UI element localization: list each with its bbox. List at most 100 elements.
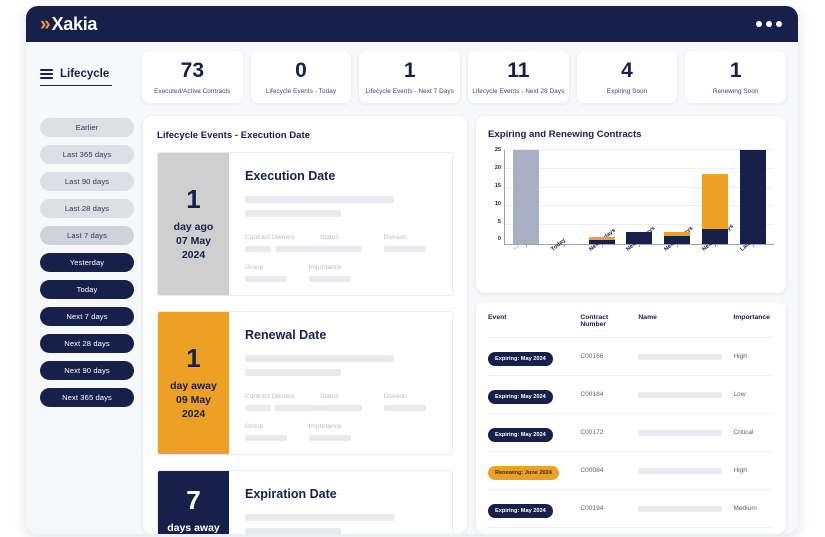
grid-line: [505, 224, 774, 226]
bar-group[interactable]: [664, 150, 691, 248]
redacted-value: [275, 405, 320, 412]
axis-tick: [715, 244, 717, 248]
grid-line: [505, 205, 774, 207]
panel-title: Lifecycle Events - Execution Date: [157, 130, 311, 142]
event-field-row: Contract Owners Status Division: [245, 393, 436, 412]
date-filter-list: Earlier Last 365 days Last 90 days Last …: [26, 112, 134, 534]
redacted-contract-sub: [245, 369, 341, 377]
axis-tick: [601, 244, 603, 248]
bar-group[interactable]: [551, 150, 577, 248]
redacted-value: [308, 276, 351, 283]
cell-name: [638, 337, 734, 377]
filter-pill[interactable]: Next 90 days: [40, 361, 134, 381]
table-row[interactable]: Expiring: May 2024 C00194 Medium: [488, 489, 774, 529]
field-division: Division: [383, 393, 448, 412]
event-card[interactable]: 7 days away 15 May Expiration Date: [157, 470, 453, 534]
redacted-name: [638, 353, 723, 360]
table-row[interactable]: Renewing: June 2024 C00084 High: [488, 451, 774, 491]
bar-segment: [664, 235, 691, 245]
redacted-value: [275, 246, 320, 253]
filter-pill[interactable]: Today: [40, 280, 134, 300]
more-dots-icon[interactable]: [756, 21, 782, 27]
cell-name: [638, 527, 734, 534]
event-field-row: Group Importance: [245, 264, 436, 283]
bar-group[interactable]: [739, 150, 766, 248]
sidebar-item-lifecycle[interactable]: Lifecycle: [26, 51, 134, 103]
event-day-unit: day away: [170, 379, 217, 392]
field-status: Status: [320, 393, 384, 412]
list-lines-icon: [40, 68, 53, 79]
bar-group[interactable]: [702, 150, 729, 248]
cell-importance: Critical: [733, 413, 774, 453]
brand-logo[interactable]: » Xakia: [40, 14, 97, 35]
status-badge: Expiring: May 2024: [488, 352, 553, 367]
stat-card[interactable]: 1 Renewing Soon: [685, 51, 787, 104]
bar-segment: [588, 236, 615, 241]
filter-pill[interactable]: Next 365 days: [40, 388, 134, 408]
stat-label: Lifecycle Events - Today: [265, 88, 337, 96]
field-label: Contract Owners: [245, 393, 295, 401]
cell-importance: Low: [733, 375, 774, 415]
event-field-row: Group Importance: [245, 423, 436, 442]
nav-active-underline: [40, 84, 112, 87]
redacted-contract-name: [245, 196, 394, 204]
redacted-value: [308, 435, 351, 442]
field-spacer: [372, 264, 436, 282]
filter-pill[interactable]: Earlier: [40, 118, 134, 138]
filter-pill[interactable]: Next 7 days: [40, 307, 134, 327]
cell-event: Expiring: May 2024: [488, 375, 581, 415]
bar-segment: [739, 150, 766, 245]
stat-value: 1: [403, 59, 416, 82]
field-contract-owners: Contract Owners: [245, 234, 320, 253]
table-row[interactable]: Renewing: Sep 2024C00128 Medium: [488, 527, 774, 534]
field-contract-owners: Contract Owners: [245, 393, 320, 412]
field-group: Group: [245, 423, 309, 442]
stat-card[interactable]: 11 Lifecycle Events - Next 28 Days: [468, 51, 569, 104]
event-card[interactable]: 1 day away 09 May 2024 Renewal Date Cont…: [157, 311, 453, 456]
cell-event: Renewing: Sep 2024: [488, 527, 581, 534]
axis-tick: [752, 244, 754, 248]
column-header-importance[interactable]: Importance: [733, 302, 774, 339]
bar-group[interactable]: [626, 150, 653, 248]
redacted-contract-name: [245, 355, 394, 363]
filter-pill[interactable]: Last 90 days: [40, 172, 134, 192]
table-row[interactable]: Expiring: May 2024 C00172 Critical: [488, 413, 774, 453]
column-header-event[interactable]: Event: [488, 302, 581, 339]
event-details: Execution Date Contract Owners Status: [229, 153, 452, 295]
filter-pill[interactable]: Next 28 days: [40, 334, 134, 354]
right-column: Expiring and Renewing Contracts 25 20 15…: [476, 116, 786, 534]
bar-group[interactable]: [588, 150, 615, 248]
bar-group[interactable]: [512, 150, 539, 248]
filter-pill[interactable]: Last 28 days: [40, 199, 134, 219]
cell-event: Expiring: May 2024: [488, 489, 581, 529]
stat-card[interactable]: 4 Expiring Soon: [576, 51, 678, 104]
field-label: Contract Owners: [245, 234, 295, 242]
column-header-number[interactable]: Contract Number: [580, 302, 639, 339]
redacted-value: [245, 405, 271, 412]
column-header-name[interactable]: Name: [638, 302, 734, 339]
axis-tick: [677, 244, 679, 248]
y-tick: 0: [497, 236, 501, 243]
stat-label: Expiring Soon: [606, 88, 648, 96]
y-tick: 5: [497, 218, 501, 225]
stat-label: Renewing Soon: [712, 88, 759, 96]
stat-card[interactable]: 0 Lifecycle Events - Today: [250, 51, 352, 104]
stat-card[interactable]: 1 Lifecycle Events - Next 7 Days: [359, 51, 461, 104]
redacted-value: [383, 246, 426, 253]
cell-name: [638, 489, 734, 529]
chevron-logo-icon: »: [40, 13, 50, 35]
event-title: Execution Date: [245, 169, 336, 184]
filter-pill[interactable]: Last 7 days: [40, 226, 134, 246]
filter-pill[interactable]: Last 365 days: [40, 145, 134, 165]
y-axis: 25 20 15 10 5 0: [488, 147, 504, 245]
events-scroll-area[interactable]: 1 day ago 07 May 2024 Execution Date Con…: [143, 152, 467, 534]
cell-importance: Medium: [733, 489, 774, 529]
field-label: Division: [383, 234, 407, 242]
stat-card[interactable]: 73 Executed/Active Contracts: [142, 51, 243, 104]
table-row[interactable]: Expiring: May 2024 C00166 High: [488, 337, 774, 377]
event-card[interactable]: 1 day ago 07 May 2024 Execution Date Con…: [157, 152, 453, 297]
filter-pill[interactable]: Yesterday: [40, 253, 134, 273]
redacted-contract-sub: [245, 210, 341, 218]
table-row[interactable]: Expiring: May 2024 C00184 Low: [488, 375, 774, 415]
stat-value: 73: [180, 59, 205, 82]
